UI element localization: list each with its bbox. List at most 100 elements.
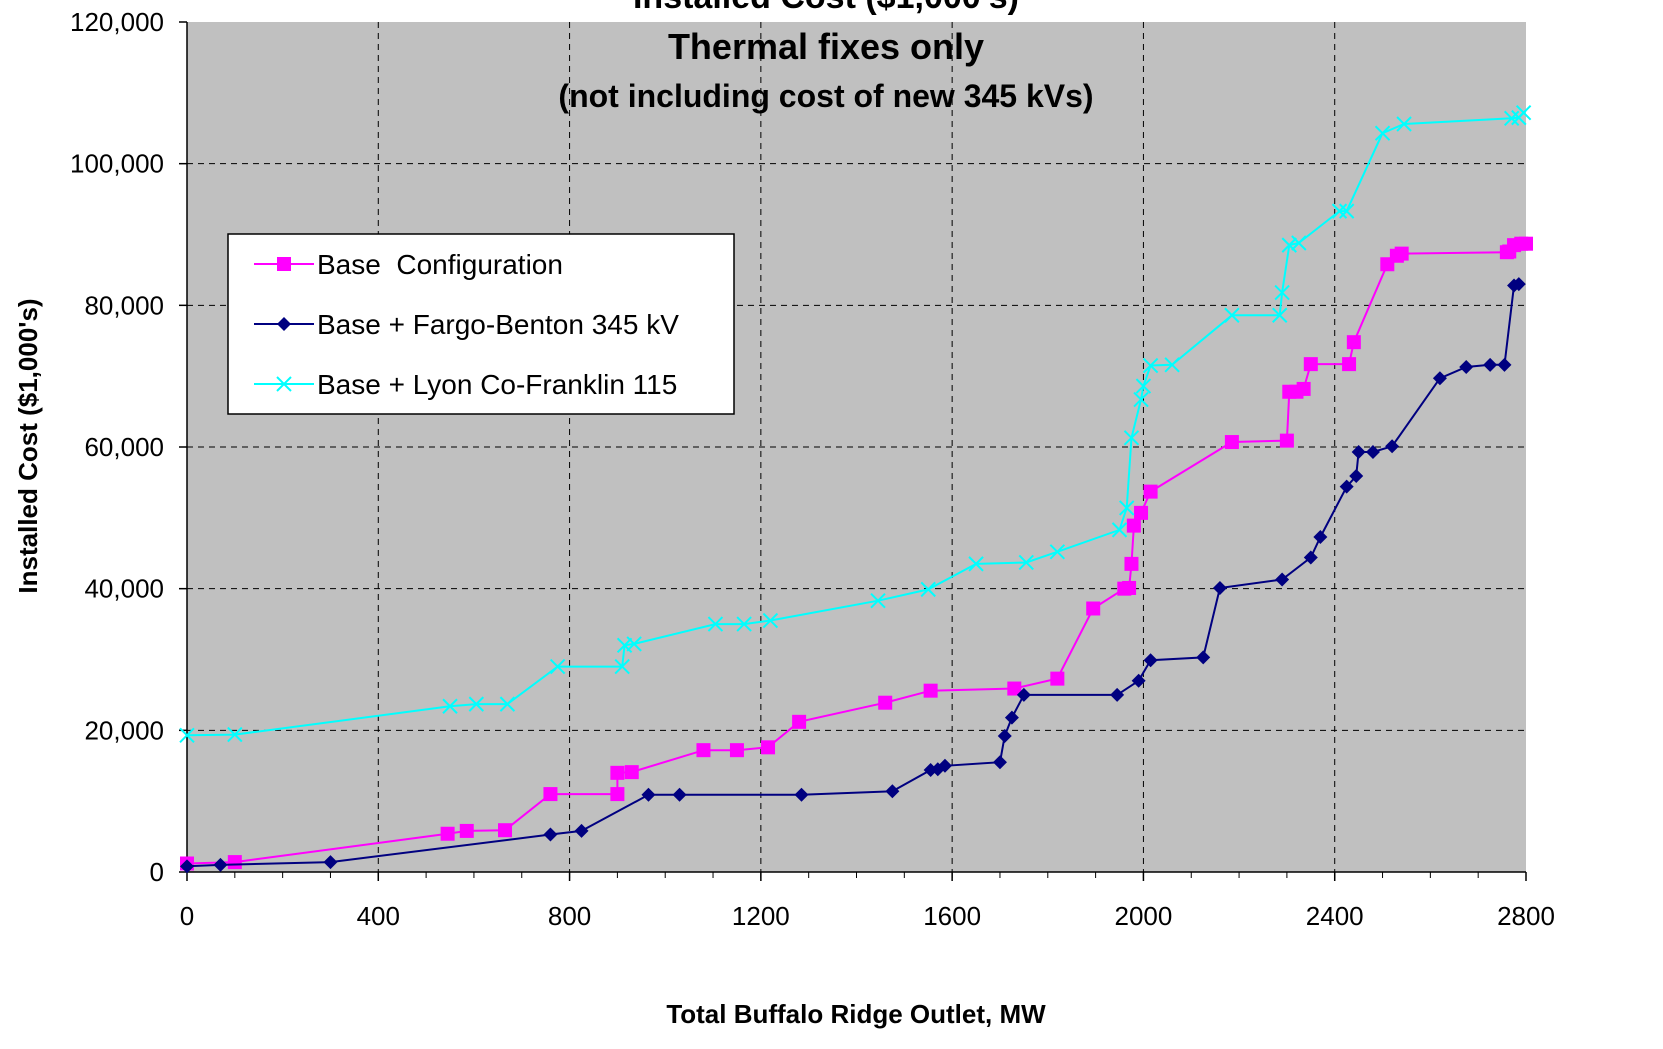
data-point xyxy=(549,658,566,675)
data-point xyxy=(707,616,724,632)
y-tick-label: 60,000 xyxy=(84,432,164,462)
data-point xyxy=(213,857,228,872)
legend-label: Base + Lyon Co-Franklin 115 xyxy=(317,369,677,400)
x-tick-label: 800 xyxy=(548,901,591,931)
y-tick-label: 20,000 xyxy=(84,715,164,745)
data-point xyxy=(1385,439,1400,454)
data-point xyxy=(1515,104,1532,121)
data-point xyxy=(574,823,589,838)
data-point xyxy=(1133,391,1149,408)
data-point xyxy=(1303,357,1318,372)
data-point xyxy=(1122,580,1137,595)
data-point xyxy=(1483,357,1498,372)
data-point xyxy=(870,593,886,609)
data-point xyxy=(729,743,744,758)
data-point xyxy=(1134,505,1149,520)
data-point xyxy=(1224,435,1239,450)
legend: Base Configuration Base + Fargo-Benton 34… xyxy=(227,233,735,415)
legend-label: Base + Fargo-Benton 345 kV xyxy=(317,309,679,340)
data-point xyxy=(1143,484,1158,499)
y-axis-title: Installed Cost ($1,000's) xyxy=(13,298,43,593)
data-point xyxy=(992,755,1007,770)
data-point xyxy=(1274,284,1290,301)
data-point xyxy=(610,765,625,780)
x-tick-label: 2800 xyxy=(1497,901,1555,931)
data-point xyxy=(762,612,779,629)
data-point xyxy=(794,787,809,802)
data-point xyxy=(1351,444,1366,459)
data-point xyxy=(1123,430,1140,446)
data-point xyxy=(1272,307,1288,323)
data-point xyxy=(1511,277,1526,292)
data-point xyxy=(1313,529,1328,544)
data-point xyxy=(1519,236,1533,251)
data-point xyxy=(696,743,711,758)
series-2 xyxy=(180,277,1526,874)
x-tick-label: 0 xyxy=(180,901,194,931)
data-point xyxy=(614,658,630,675)
chart-title-line-2: Thermal fixes only xyxy=(668,26,984,67)
data-point xyxy=(1131,673,1146,688)
legend-label: Base Configuration xyxy=(317,249,563,280)
data-point xyxy=(1049,544,1066,560)
x-tick-label: 400 xyxy=(357,901,400,931)
data-point xyxy=(1212,580,1227,595)
data-point xyxy=(937,758,952,773)
data-point xyxy=(468,696,485,712)
data-point xyxy=(641,787,656,802)
data-point xyxy=(1279,433,1294,448)
data-point xyxy=(1349,469,1364,484)
data-point xyxy=(1342,357,1357,372)
data-point xyxy=(1124,556,1139,571)
legend-marker xyxy=(277,257,291,271)
data-point xyxy=(1050,671,1065,686)
data-point xyxy=(1346,335,1361,350)
data-point xyxy=(968,556,984,572)
data-point xyxy=(227,726,243,743)
data-point xyxy=(1281,237,1297,253)
y-tick-label: 40,000 xyxy=(84,574,164,604)
data-point xyxy=(499,696,516,712)
y-tick-label: 120,000 xyxy=(70,7,164,37)
y-tick-label: 100,000 xyxy=(70,149,164,179)
data-point xyxy=(227,855,242,870)
legend-marker xyxy=(276,376,292,392)
data-point xyxy=(1365,444,1380,459)
data-point xyxy=(610,787,625,802)
data-point xyxy=(920,581,936,598)
data-point xyxy=(323,855,338,870)
data-point xyxy=(1018,554,1034,571)
data-point xyxy=(1224,307,1240,323)
data-point xyxy=(440,826,455,841)
data-point xyxy=(1374,125,1391,141)
x-tick-label: 1200 xyxy=(732,901,790,931)
data-point xyxy=(624,765,639,780)
data-point xyxy=(1111,522,1128,538)
data-point xyxy=(459,823,474,838)
data-point xyxy=(1016,687,1031,702)
x-tick-label: 2400 xyxy=(1306,901,1364,931)
data-point xyxy=(1135,378,1152,394)
data-point xyxy=(1497,357,1512,372)
data-point xyxy=(180,859,194,874)
data-point xyxy=(1503,110,1520,127)
data-point xyxy=(997,729,1012,743)
series-3 xyxy=(179,104,1532,743)
data-point xyxy=(792,714,807,729)
chart-title-line-1: Installed Cost ($1,000's) xyxy=(633,0,1019,16)
data-point xyxy=(1275,572,1290,587)
data-point xyxy=(1331,203,1348,219)
y-tick-label: 80,000 xyxy=(84,290,164,320)
data-point xyxy=(1164,357,1180,373)
data-point xyxy=(1126,518,1141,533)
data-point xyxy=(1432,371,1447,386)
data-point xyxy=(1296,381,1311,396)
data-point xyxy=(1339,479,1354,494)
chart-title-line-3: (not including cost of new 345 kVs) xyxy=(558,78,1093,114)
data-point xyxy=(1007,681,1022,696)
data-point xyxy=(1118,500,1135,516)
x-tick-label: 2000 xyxy=(1115,901,1173,931)
data-point xyxy=(1110,687,1125,702)
data-point xyxy=(672,787,687,802)
